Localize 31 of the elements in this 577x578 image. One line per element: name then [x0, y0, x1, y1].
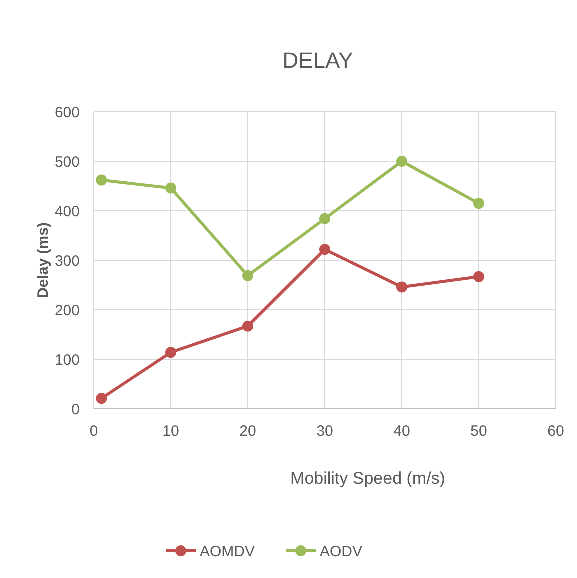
point: [474, 198, 484, 210]
x-tick-label: 20: [240, 423, 256, 440]
chart-title: DELAY: [282, 48, 354, 73]
x-axis-title: Mobility Speed (m/s): [290, 469, 446, 488]
x-tick-label: 40: [394, 423, 410, 440]
x-tick-label: 0: [90, 423, 98, 440]
x-tick-label: 30: [316, 423, 334, 440]
point: [320, 213, 330, 224]
x-tick-label: 10: [162, 423, 180, 440]
point: [96, 174, 108, 186]
y-tick-label: 200: [54, 302, 80, 320]
point: [242, 320, 254, 332]
point: [474, 271, 484, 282]
point: [396, 282, 408, 293]
y-axis-title: Delay (ms): [35, 222, 52, 298]
y-tick-label: 600: [54, 104, 80, 122]
legend-label: AOMDV: [200, 543, 256, 560]
y-tick-label: 0: [72, 401, 80, 418]
legend-label: AODV: [320, 543, 363, 560]
point: [166, 347, 176, 358]
y-tick-label: 500: [54, 154, 80, 171]
point: [320, 244, 330, 256]
x-tick-label: 50: [470, 423, 488, 440]
y-tick-label: 400: [54, 203, 80, 220]
point: [166, 182, 176, 194]
y-tick-label: 100: [54, 352, 80, 369]
point: [242, 270, 254, 282]
y-tick-label: 300: [54, 252, 80, 270]
point: [96, 393, 108, 404]
x-tick-label: 60: [548, 423, 564, 440]
point: [396, 156, 408, 167]
